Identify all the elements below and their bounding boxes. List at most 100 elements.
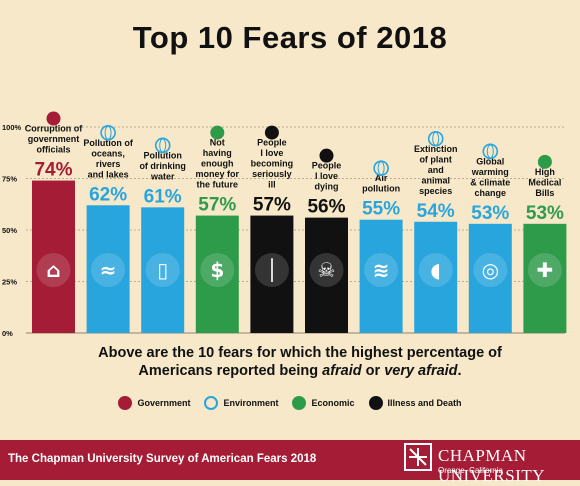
category-icon <box>264 125 279 140</box>
category-label: having <box>203 148 232 158</box>
category-icon <box>537 154 552 169</box>
bar <box>305 217 348 333</box>
category-icon-meridian <box>159 138 167 153</box>
category-icon-meridian <box>486 144 494 159</box>
category-label: government <box>28 134 80 144</box>
category-label: water <box>150 171 175 181</box>
category-label: Pollution of <box>83 138 133 148</box>
legend-item-government: Government <box>118 396 190 410</box>
value-label: 74% <box>34 160 72 181</box>
bar-icon-glyph: ≋ <box>373 258 390 282</box>
university-logo-icon <box>404 443 432 471</box>
dollar-icon <box>200 253 235 287</box>
bar <box>523 223 567 333</box>
medical-cross-icon <box>527 253 562 287</box>
category-label: animal <box>421 175 450 185</box>
elephant-icon <box>418 253 453 287</box>
category-label: of drinking <box>139 161 186 171</box>
bar-icon-glyph: │ <box>266 258 278 282</box>
bar-icon-glyph: ◎ <box>482 258 499 282</box>
category-label: money for <box>196 169 240 179</box>
category-label: & climate <box>470 177 510 187</box>
value-label: 62% <box>89 184 127 205</box>
column-icon <box>118 396 133 410</box>
bar-icon-glyph: $ <box>210 258 224 282</box>
category-label: oceans, <box>91 148 125 158</box>
value-label: 55% <box>362 199 400 220</box>
legend: Government Environment Economic Illness … <box>0 396 580 410</box>
category-label: species <box>419 186 452 196</box>
bar <box>32 180 75 333</box>
y-tick-label: 25% <box>2 278 17 287</box>
globe-icon <box>473 253 508 287</box>
bar-icon-glyph: ⌂ <box>46 258 60 282</box>
globe-icon <box>204 396 219 410</box>
y-tick-label: 0% <box>2 329 13 338</box>
legend-item-illness: Illness and Death <box>368 396 462 410</box>
bar <box>195 215 239 333</box>
category-icon-meridian <box>104 125 112 140</box>
legend-label: Government <box>137 398 191 408</box>
skull-crossbones-icon <box>309 253 344 287</box>
category-label: Global <box>476 156 504 166</box>
bar-icon-glyph: ▯ <box>157 258 168 282</box>
survey-name: The Chapman University Survey of America… <box>8 453 317 465</box>
value-label: 61% <box>144 186 182 207</box>
category-label: becoming <box>251 159 294 169</box>
legend-label: Environment <box>223 398 279 408</box>
category-icon <box>46 111 61 126</box>
category-label: warming <box>471 167 509 177</box>
footnote-very-afraid: very afraid <box>384 363 458 379</box>
bar <box>86 205 130 333</box>
footnote-text-1: Above are the 10 fears for which the hig… <box>98 345 502 379</box>
chart-title: Top 10 Fears of 2018 <box>132 20 448 55</box>
category-label: officials <box>36 145 70 155</box>
category-label: I love <box>260 148 283 158</box>
category-label: People <box>312 161 342 171</box>
bar-icon-glyph: ≈ <box>100 258 117 282</box>
category-label: enough <box>201 159 234 169</box>
category-label: Not <box>210 138 225 148</box>
bar <box>250 215 294 333</box>
category-label: Bills <box>535 188 554 198</box>
category-icon <box>319 148 334 163</box>
bar <box>414 221 458 333</box>
category-label: ill <box>268 180 276 190</box>
university-location: Orange, California <box>438 466 503 475</box>
value-label: 53% <box>526 203 564 224</box>
skull-icon <box>368 396 383 410</box>
category-label: People <box>257 138 287 148</box>
category-icon <box>210 125 225 140</box>
chart-footnote: Above are the 10 fears for which the hig… <box>60 344 540 380</box>
category-label: Air <box>375 173 388 183</box>
water-icon <box>91 253 126 287</box>
footnote-text-3: . <box>457 363 462 379</box>
legend-label: Economic <box>311 398 355 408</box>
footnote-text-2: or <box>361 363 385 379</box>
bar <box>141 207 185 333</box>
legend-item-environment: Environment <box>204 396 278 410</box>
bar-icon-glyph: ☠ <box>318 258 336 282</box>
y-tick-label: 100% <box>2 123 22 132</box>
thermometer-icon <box>254 253 289 287</box>
legend-item-economic: Economic <box>292 396 355 410</box>
bar-icon-glyph: ✚ <box>537 258 554 282</box>
category-label: seriously <box>252 169 292 179</box>
category-label: I love <box>315 171 338 181</box>
category-label: Pollution <box>143 150 182 160</box>
category-label: Corruption of <box>25 124 83 134</box>
category-label: rivers <box>96 159 121 169</box>
legend-label: Illness and Death <box>387 398 462 408</box>
bar <box>468 223 512 333</box>
footnote-afraid: afraid <box>322 363 362 379</box>
category-label: Extinction <box>414 144 458 154</box>
value-label: 56% <box>307 197 345 218</box>
value-label: 53% <box>471 203 509 224</box>
category-icon-meridian <box>377 161 385 176</box>
category-label: and lakes <box>88 169 129 179</box>
category-label: pollution <box>362 184 400 194</box>
category-icon-meridian <box>432 131 440 146</box>
category-label: of plant <box>419 154 452 164</box>
y-tick-label: 75% <box>2 175 17 184</box>
category-label: High <box>535 167 555 177</box>
